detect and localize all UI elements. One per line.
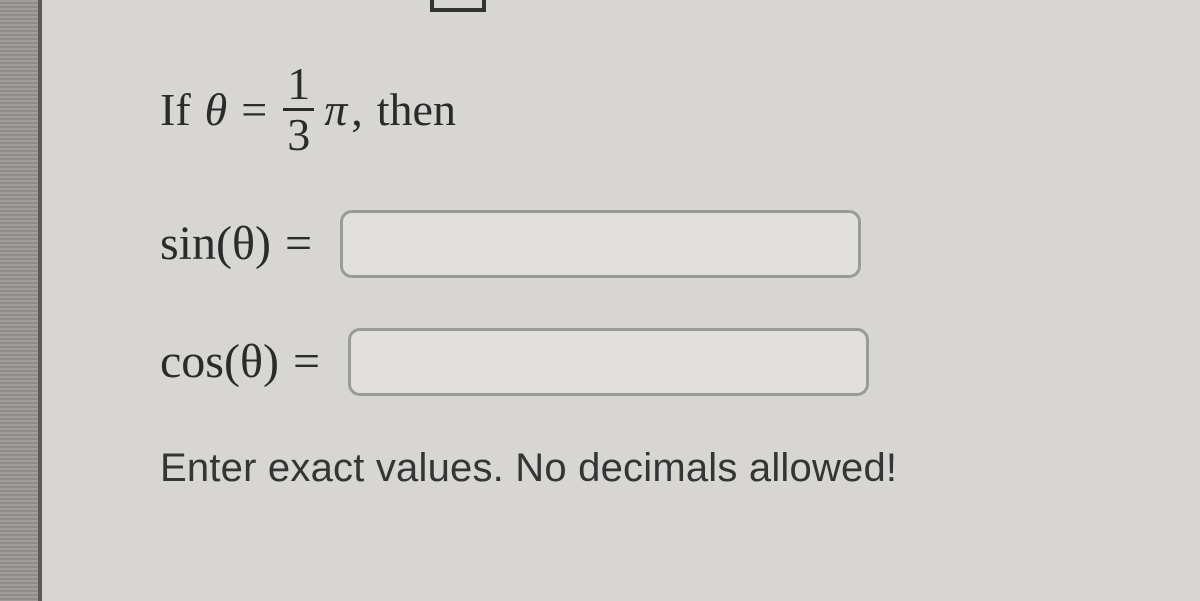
instruction-text: Enter exact values. No decimals allowed! [160, 446, 1140, 491]
sin-row: sin(θ) = [160, 210, 1140, 278]
left-margin-band [0, 0, 42, 601]
theta-variable: θ [205, 87, 228, 133]
cos-equals: = [293, 338, 320, 386]
cos-lhs: cos(θ) [160, 338, 279, 386]
comma: , [351, 87, 363, 133]
prompt-lead: If [160, 87, 191, 133]
fraction-one-third: 1 3 [283, 60, 314, 160]
pi-symbol: π [324, 87, 347, 133]
equals-sign: = [241, 87, 267, 133]
prompt-trail: then [377, 87, 456, 133]
sin-input[interactable] [340, 210, 861, 278]
cos-row: cos(θ) = [160, 328, 1140, 396]
cos-input[interactable] [348, 328, 869, 396]
sin-equals: = [285, 220, 312, 268]
fraction-numerator: 1 [283, 60, 314, 108]
fraction-denominator: 3 [283, 111, 314, 159]
top-field-stub [430, 0, 486, 12]
question-content: If θ = 1 3 π , then sin(θ) = cos(θ) = En… [160, 60, 1140, 491]
prompt-line: If θ = 1 3 π , then [160, 60, 1140, 160]
sin-lhs: sin(θ) [160, 220, 271, 268]
